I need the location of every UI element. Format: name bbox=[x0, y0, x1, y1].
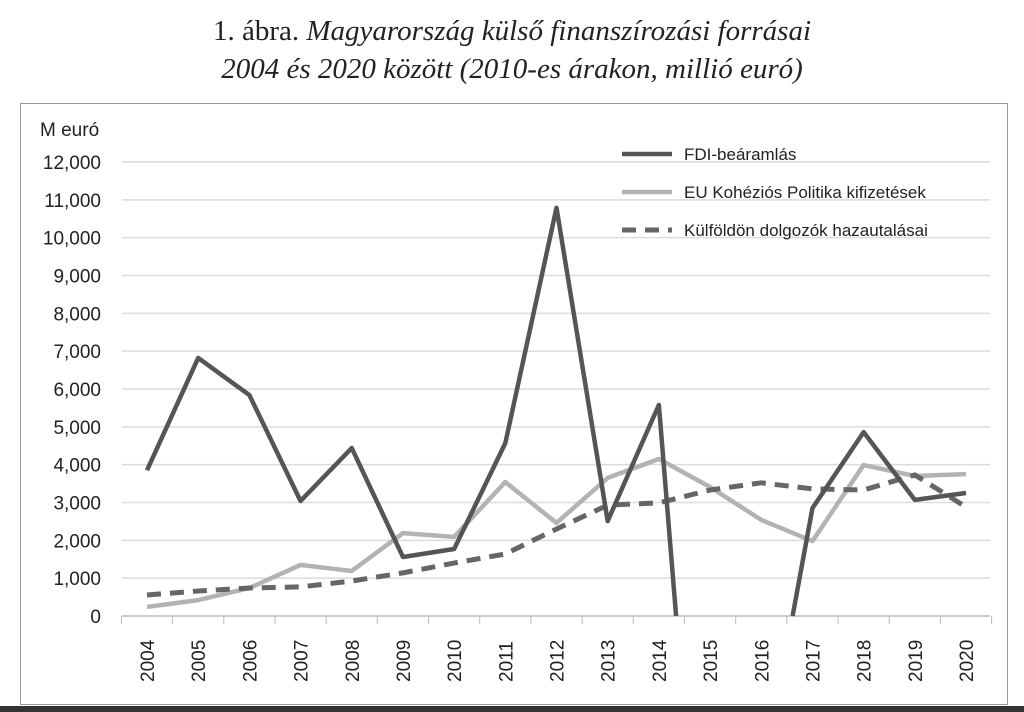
title-line-1: Magyarország külső finanszírozási forrás… bbox=[306, 15, 812, 47]
x-tick-label: 2005 bbox=[189, 640, 210, 682]
y-tick-label: 7,000 bbox=[53, 342, 101, 363]
y-tick-label: 1,000 bbox=[53, 569, 101, 590]
title-line-2: 2004 és 2020 között (2010-es árakon, mil… bbox=[221, 53, 803, 85]
y-tick-label: 2,000 bbox=[53, 531, 101, 552]
y-tick-label: 12,000 bbox=[43, 153, 101, 174]
y-tick-label: 10,000 bbox=[43, 229, 101, 250]
chart-frame bbox=[20, 103, 1008, 705]
x-tick-label: 2010 bbox=[445, 640, 466, 682]
y-tick-label: 4,000 bbox=[53, 456, 101, 477]
y-tick-label: 9,000 bbox=[53, 267, 101, 288]
series-line-0 bbox=[144, 205, 679, 617]
x-tick-label: 2017 bbox=[803, 640, 824, 682]
x-tick-label: 2015 bbox=[701, 640, 722, 682]
y-tick-label: 5,000 bbox=[53, 418, 101, 439]
series-line-1 bbox=[146, 456, 967, 610]
x-tick-label: 2013 bbox=[599, 640, 620, 682]
y-tick-label: 6,000 bbox=[53, 380, 101, 401]
legend-label: Külföldön dolgozók hazautalásai bbox=[684, 221, 928, 240]
x-tick-label: 2019 bbox=[906, 640, 927, 682]
x-tick-label: 2014 bbox=[650, 639, 671, 682]
y-axis-label: M euró bbox=[40, 120, 99, 141]
x-tick-label: 2012 bbox=[548, 640, 569, 682]
x-tick-label: 2011 bbox=[496, 641, 517, 682]
chart-title: 1. ábra. Magyarország külső finanszírozá… bbox=[0, 12, 1024, 88]
x-tick-label: 2006 bbox=[240, 640, 261, 682]
y-tick-label: 8,000 bbox=[53, 304, 101, 325]
x-tick-label: 2004 bbox=[138, 639, 159, 682]
series-line-0 bbox=[790, 429, 967, 617]
x-tick-label: 2020 bbox=[957, 640, 978, 682]
y-tick-label: 3,000 bbox=[53, 494, 101, 515]
legend-label: FDI-beáramlás bbox=[684, 145, 796, 164]
x-tick-label: 2008 bbox=[343, 640, 364, 682]
x-tick-label: 2009 bbox=[394, 640, 415, 682]
legend-label: EU Kohéziós Politika kifizetések bbox=[684, 183, 926, 202]
series-line-2 bbox=[146, 472, 968, 598]
x-tick-label: 2016 bbox=[752, 640, 773, 682]
x-tick-label: 2018 bbox=[855, 640, 876, 682]
x-tick-label: 2007 bbox=[292, 640, 313, 682]
y-tick-label: 11,000 bbox=[44, 191, 101, 212]
figure-number: 1. ábra. bbox=[212, 15, 300, 47]
y-tick-label: 0 bbox=[90, 607, 101, 628]
bottom-border bbox=[0, 706, 1024, 712]
